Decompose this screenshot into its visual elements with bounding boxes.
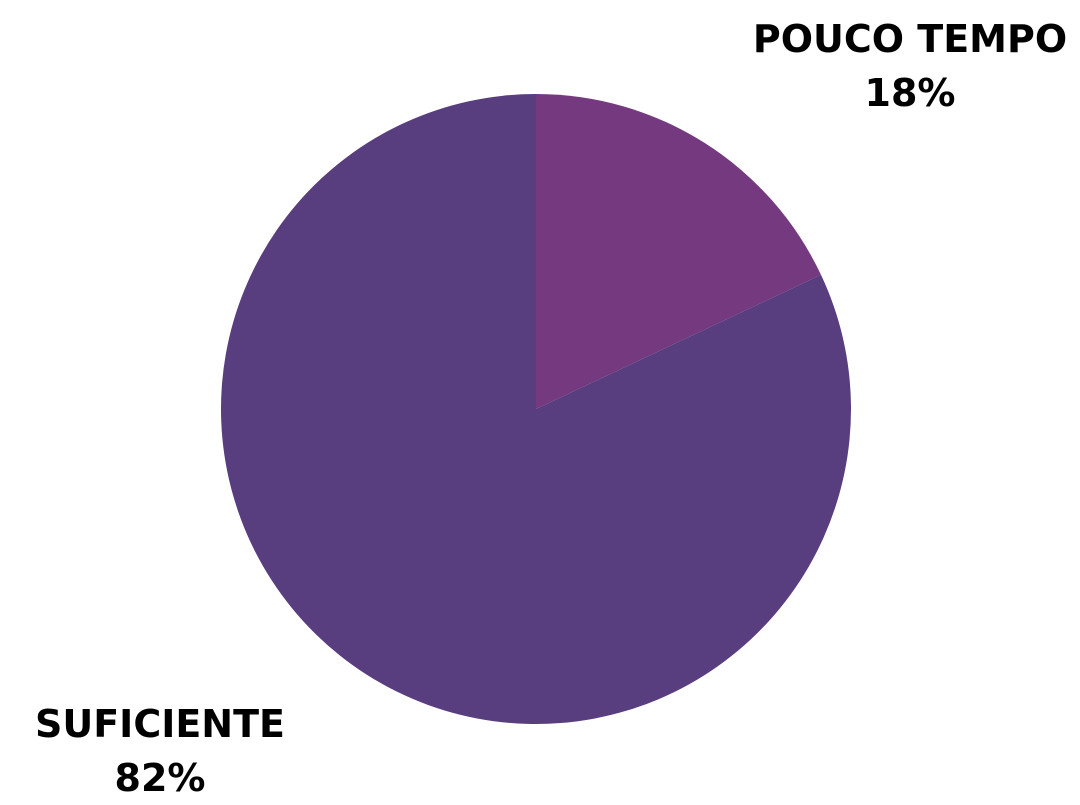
slice-value-pouco-tempo: 18% bbox=[864, 71, 956, 115]
slice-label-suficiente: SUFICIENTE 82% bbox=[20, 697, 300, 805]
pie-slice-pouco-tempo bbox=[536, 94, 822, 409]
slice-value-suficiente: 82% bbox=[114, 756, 206, 800]
pie-slice-suficiente bbox=[220, 94, 851, 724]
slice-label-pouco-tempo: POUCO TEMPO 18% bbox=[740, 12, 1080, 120]
slice-name-pouco-tempo: POUCO TEMPO bbox=[752, 17, 1068, 61]
slice-name-suficiente: SUFICIENTE bbox=[35, 702, 285, 746]
